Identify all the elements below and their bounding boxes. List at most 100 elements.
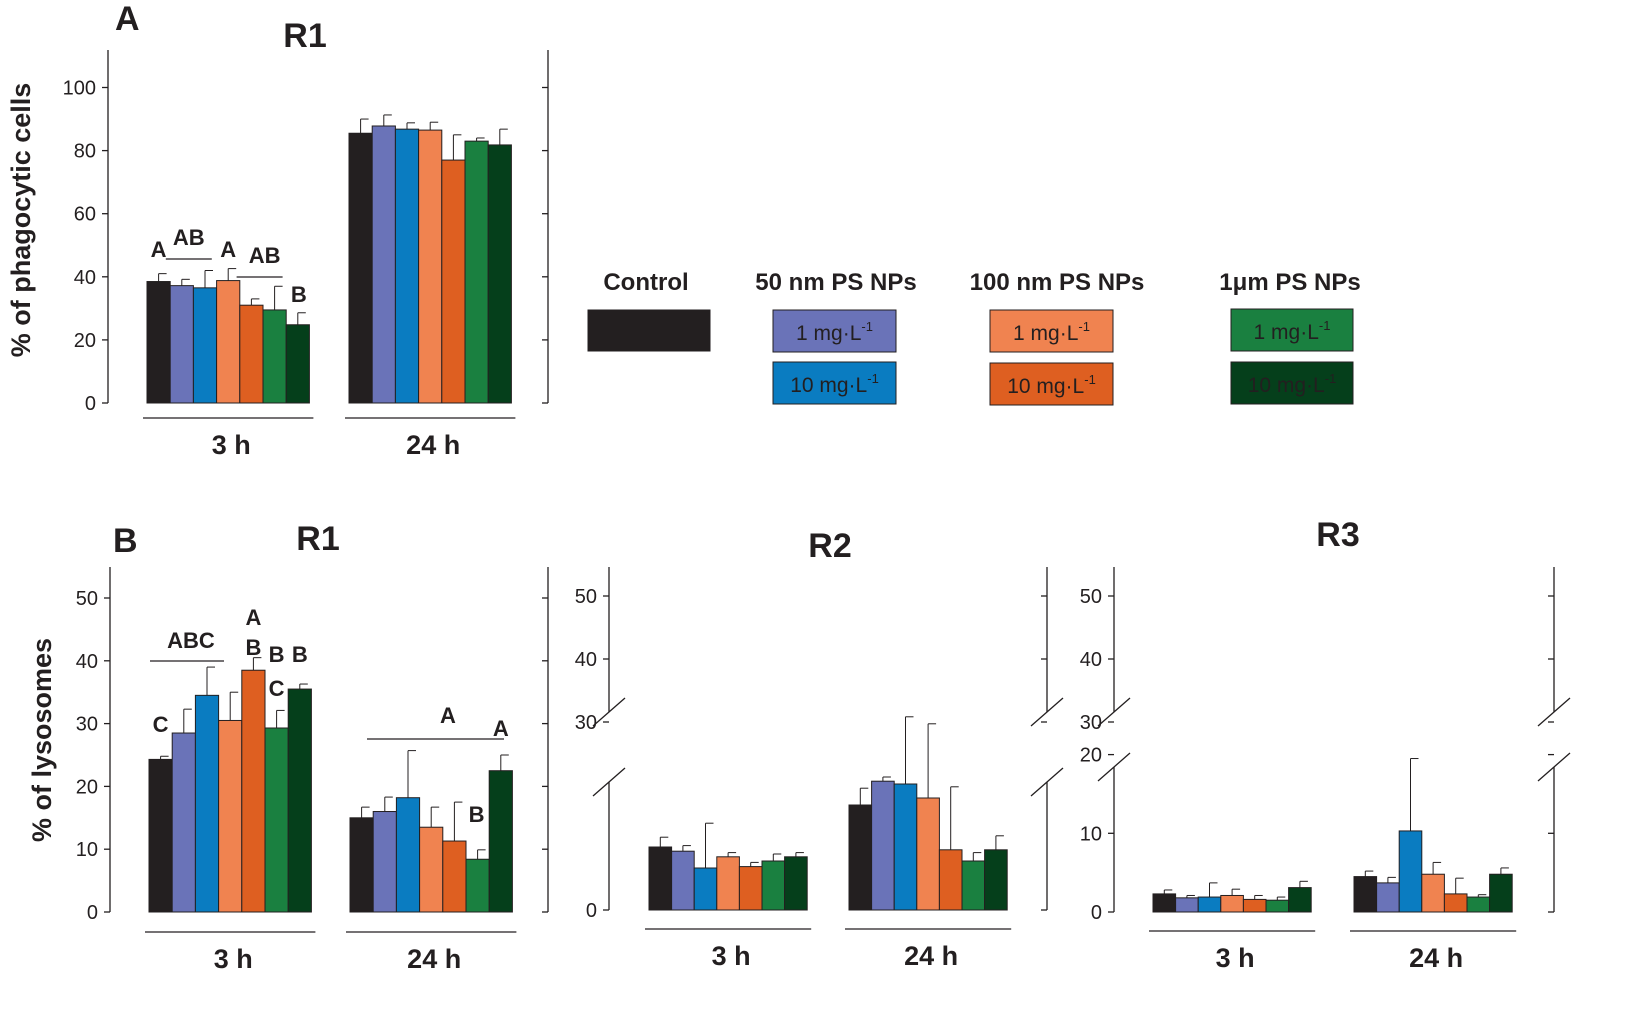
a-r1-bar xyxy=(262,309,287,404)
b-r3-bar xyxy=(1242,898,1267,913)
chart-a-r1: R1 % of phagocytic cells 0 20 40 60 80 100 3 h 24… xyxy=(6,17,549,460)
a-r1-y-tick-label: 80 xyxy=(74,141,96,163)
b-r2-bar xyxy=(893,783,918,911)
b-r1-significance-letter: C xyxy=(153,712,169,737)
b-r3-bar xyxy=(1197,896,1222,913)
b-r3-y-tick-label: 40 xyxy=(1080,649,1102,671)
b-r3-bar xyxy=(1489,873,1513,913)
b-r1-bar xyxy=(349,817,374,913)
b-r3-left-break-mark-upper xyxy=(1097,697,1131,727)
b-r3-bar xyxy=(1443,893,1468,913)
a-r1-y-axis-label: % of phagocytic cells xyxy=(6,83,36,358)
legend-item-unit: 10 mg·L xyxy=(1007,375,1084,398)
b-r3-y-tick-label: 10 xyxy=(1080,823,1102,845)
b-r3-bar xyxy=(1175,897,1199,913)
b-r1-bar xyxy=(395,797,421,913)
b-r3-bar xyxy=(1421,873,1445,913)
b-r1-significance-letter: B xyxy=(469,802,485,827)
b-r1-significance-letter: A xyxy=(493,716,509,741)
b-r2-right-break-mark-upper xyxy=(1030,697,1064,727)
b-r1-bar xyxy=(194,694,220,913)
b-r1-x-category-label: 3 h xyxy=(214,944,253,974)
b-r1-bar xyxy=(218,719,243,913)
b-r3-y-tick-label: 30 xyxy=(1080,712,1102,734)
a-r1-bar xyxy=(239,304,264,404)
a-r1-x-category-label: 24 h xyxy=(406,430,460,460)
a-r1-significance-letter: B xyxy=(291,282,307,307)
b-r2-bar xyxy=(648,846,673,911)
a-r1-y-tick-label: 40 xyxy=(74,267,96,289)
b-r3-y-tick-label: 0 xyxy=(1091,902,1102,924)
b-r1-y-tick-label: 0 xyxy=(87,902,98,924)
b-r2-left-break-mark-lower xyxy=(592,767,626,797)
a-r1-bar xyxy=(464,140,489,404)
b-r1-significance-letter: A xyxy=(440,703,456,728)
b-r2-bar xyxy=(916,797,940,911)
legend-swatch xyxy=(1230,308,1354,352)
legend-group-title: 100 nm PS NPs xyxy=(970,269,1145,296)
b-r1-significance-letter: B xyxy=(245,635,261,660)
b-r2-bar xyxy=(671,850,695,911)
a-r1-bar xyxy=(487,144,512,404)
legend-item-unit: 1 mg·L xyxy=(796,322,861,345)
legend-item-exponent: -1 xyxy=(861,319,873,334)
b-r1-bar xyxy=(465,858,490,913)
b-r3-title: R3 xyxy=(1316,516,1359,554)
legend-item-label: 1 mg·L-1 xyxy=(796,319,873,345)
b-r1-y-tick-label: 40 xyxy=(76,651,98,673)
legend-item-exponent: -1 xyxy=(1325,371,1337,386)
b-r1-title: R1 xyxy=(296,520,339,558)
legend-item-label: 10 mg·L-1 xyxy=(1248,371,1337,397)
b-r2-bar xyxy=(693,867,718,911)
panel-letter-a: A xyxy=(115,0,140,38)
b-r3-bar xyxy=(1353,876,1378,913)
legend-swatch xyxy=(989,309,1114,353)
b-r3-bar xyxy=(1466,896,1491,913)
b-r2-bar xyxy=(848,804,873,911)
b-r2-left-break-mark-upper xyxy=(592,697,626,727)
b-r3-y-tick-label: 50 xyxy=(1080,586,1102,608)
b-r1-bar xyxy=(419,826,444,913)
a-r1-bar xyxy=(285,324,310,404)
b-r1-y-axis-label: % of lysosomes xyxy=(27,638,57,842)
b-r1-significance-letter: A xyxy=(245,605,261,630)
b-r2-bar xyxy=(716,856,740,911)
b-r1-significance-letter: B xyxy=(269,642,285,667)
a-r1-y-tick-label: 0 xyxy=(85,393,96,415)
b-r3-left-break-mark-lower xyxy=(1097,752,1131,782)
legend-group-title: Control xyxy=(603,269,688,296)
b-r3-bar xyxy=(1288,887,1312,913)
b-r1-y-tick-label: 10 xyxy=(76,839,98,861)
b-r3-x-category-label: 3 h xyxy=(1216,943,1255,973)
b-r3-bar xyxy=(1398,830,1423,913)
b-r3-x-category-label: 24 h xyxy=(1409,943,1463,973)
a-r1-bar xyxy=(441,159,466,404)
b-r2-x-category-label: 3 h xyxy=(712,941,751,971)
legend-group-title: 50 nm PS NPs xyxy=(755,269,916,296)
a-r1-y-tick-label: 100 xyxy=(63,78,96,100)
legend-swatch xyxy=(772,309,897,353)
legend-item-unit: 10 mg·L xyxy=(790,374,867,397)
b-r2-right-break-mark-lower xyxy=(1030,767,1064,797)
b-r3-bar xyxy=(1376,882,1400,913)
legend-swatch xyxy=(772,361,897,405)
b-r2-y-tick-label: 40 xyxy=(575,649,597,671)
b-r2-bar xyxy=(984,849,1008,911)
b-r1-bar xyxy=(264,727,289,913)
a-r1-bar xyxy=(418,129,443,404)
b-r3-bar xyxy=(1152,893,1177,913)
legend-item-unit: 1 mg·L xyxy=(1013,322,1078,345)
legend-item-label: 1 mg·L-1 xyxy=(1254,318,1331,344)
b-r1-bar xyxy=(372,811,397,913)
b-r2-y-tick-label: 0 xyxy=(586,900,597,922)
a-r1-bar xyxy=(169,285,194,404)
a-r1-bar xyxy=(216,280,241,404)
panel-letter-b: B xyxy=(113,522,138,560)
legend-group-title: 1μm PS NPs xyxy=(1219,269,1360,296)
legend-item-label: 1 mg·L-1 xyxy=(1013,319,1090,345)
b-r2-bar xyxy=(871,780,895,911)
a-r1-significance-letter: AB xyxy=(173,225,205,250)
a-r1-y-tick-label: 60 xyxy=(74,204,96,226)
legend-swatch xyxy=(1230,361,1354,405)
